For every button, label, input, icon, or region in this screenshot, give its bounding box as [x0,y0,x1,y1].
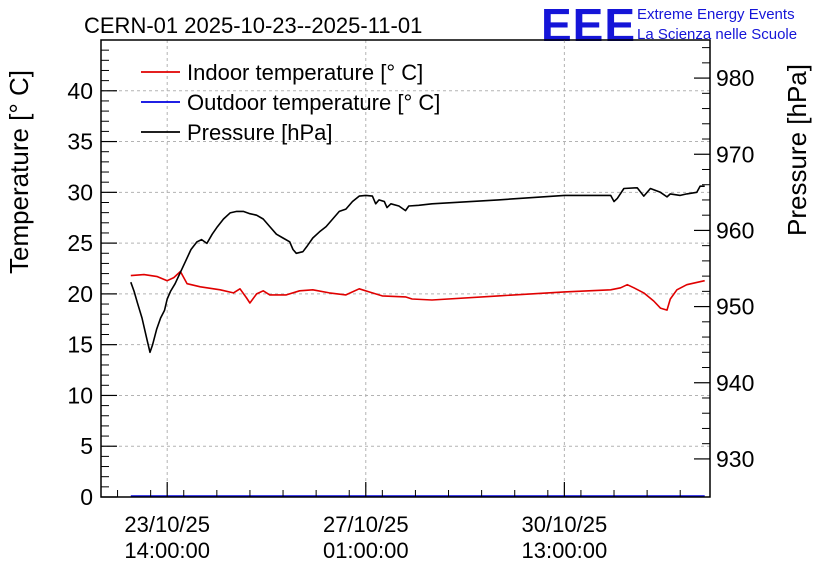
logo-line-2: La Scienza nelle Scuole [637,26,797,43]
y-tick-label: 15 [67,332,93,358]
chart-title: CERN-01 2025-10-23--2025-11-01 [84,13,422,38]
x-tick-label: 23/10/25 [124,512,210,537]
eee-logo: EEE Extreme Energy Events La Scienza nel… [541,0,797,51]
y2-tick-label: 970 [716,141,754,167]
plot-area: 0 5 10 15 20 25 30 35 40 930 940 950 960 970 980 23/10/… [67,39,754,563]
grid [101,40,710,497]
x-tick-label-time: 14:00:00 [124,538,210,563]
y-tick-label: 5 [80,433,93,459]
series-line-2 [130,185,705,354]
x-tick-label: 27/10/25 [323,512,409,537]
y2-tick-label: 980 [716,65,754,91]
y-tick-label: 25 [67,230,93,256]
axis-ticks: 0 5 10 15 20 25 30 35 40 930 940 950 960 970 980 23/10/… [67,47,754,563]
series-line-0 [130,270,705,311]
y2-tick-label: 930 [716,446,754,472]
legend-label-0: Indoor temperature [° C] [187,60,423,85]
y-axis-label: Temperature [° C] [4,70,34,274]
x-tick-label-time: 13:00:00 [522,538,608,563]
logo-mark: EEE [541,0,636,51]
logo-line-1: Extreme Energy Events [637,6,795,23]
series-group [130,185,705,497]
y-tick-label: 35 [67,129,93,155]
y2-tick-label: 940 [716,370,754,396]
legend-label-2: Pressure [hPa] [187,120,333,145]
x-tick-label: 30/10/25 [522,512,608,537]
x-tick-label-time: 01:00:00 [323,538,409,563]
y2-tick-label: 960 [716,217,754,243]
legend-label-1: Outdoor temperature [° C] [187,90,440,115]
y-tick-label: 10 [67,382,93,408]
y2-axis-label: Pressure [hPa] [782,64,812,236]
y2-tick-label: 950 [716,294,754,320]
legend: Indoor temperature [° C] Outdoor temperat… [141,60,440,145]
plot-frame [100,39,711,498]
y-tick-label: 40 [67,78,93,104]
y-tick-label: 20 [67,281,93,307]
y-tick-label: 30 [67,179,93,205]
y-tick-label: 0 [80,484,93,510]
